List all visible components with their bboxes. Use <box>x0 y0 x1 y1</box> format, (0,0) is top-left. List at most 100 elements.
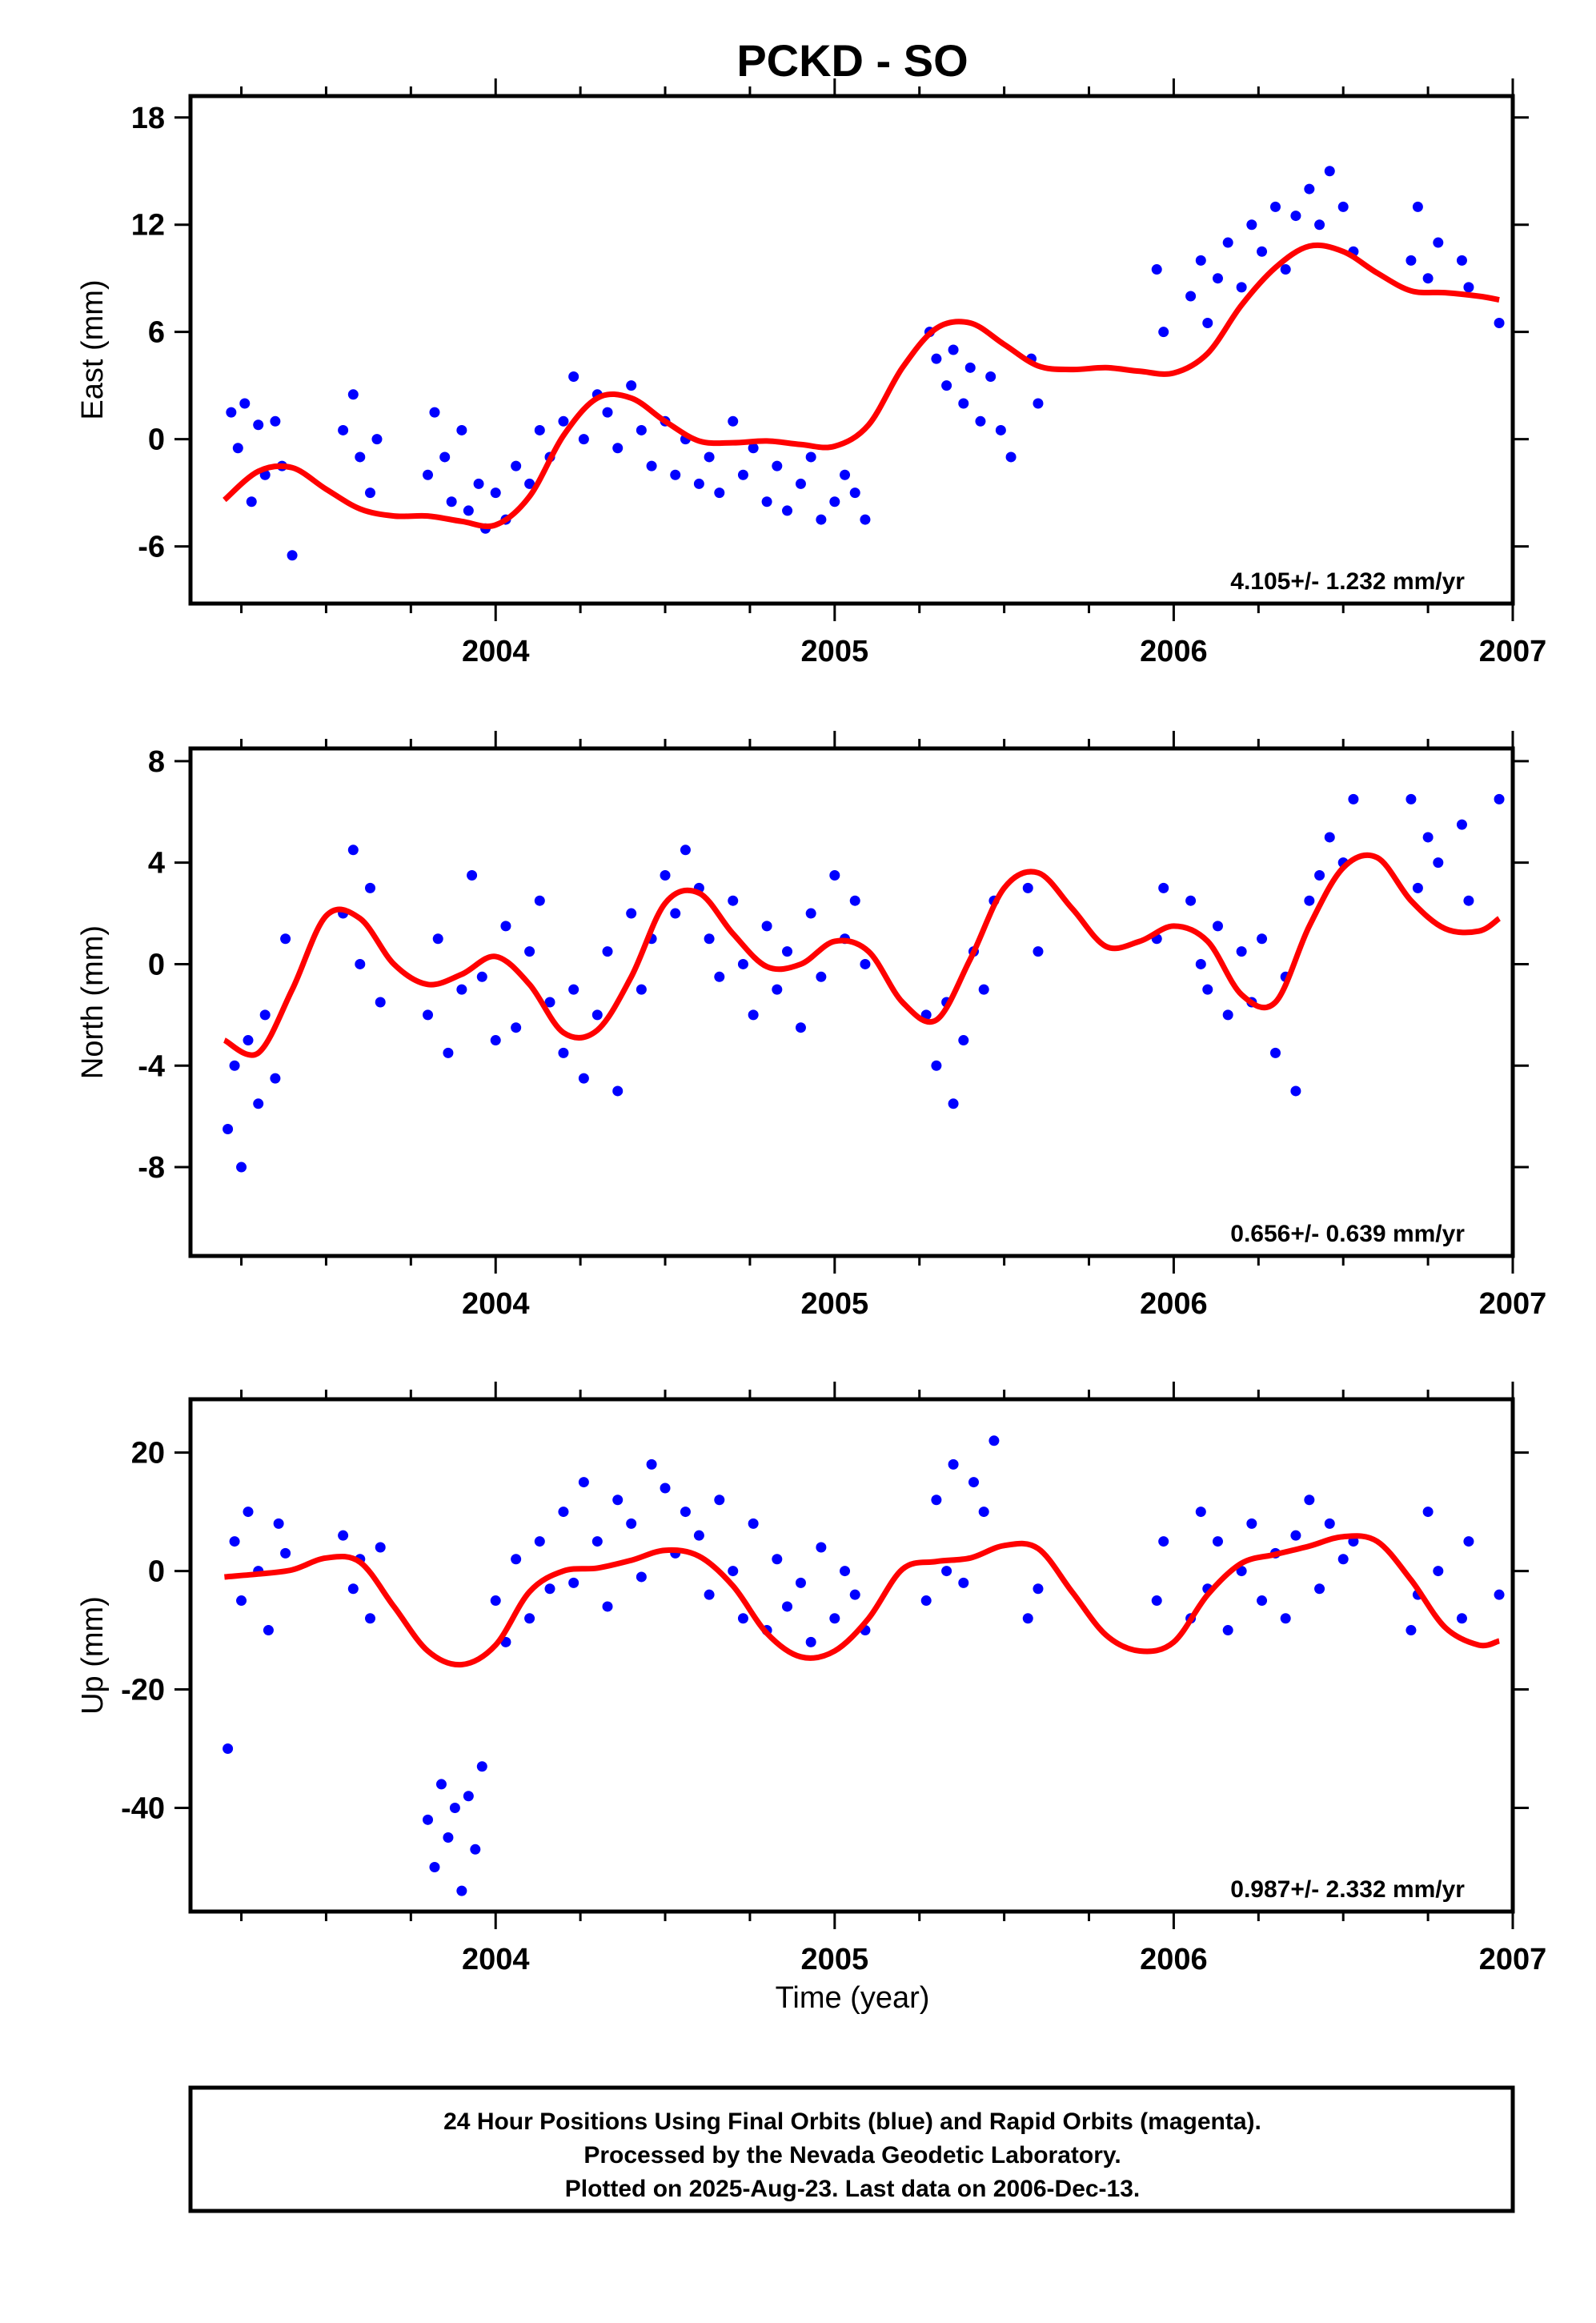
north-data-point <box>1314 870 1325 881</box>
up-y-tick-label: 0 <box>148 1555 165 1589</box>
up-data-point <box>534 1536 545 1547</box>
north-panel: 2004 2005 2006 2007 -8 -4 0 4 8 North (mm) 0.656+/… <box>76 731 1546 1321</box>
north-data-point <box>511 1022 522 1033</box>
up-data-point <box>1314 1583 1325 1595</box>
north-x-tick-label: 2005 <box>801 1287 869 1321</box>
east-data-point <box>795 478 806 489</box>
north-data-point <box>1456 819 1467 830</box>
up-data-point <box>511 1554 522 1565</box>
north-x-tick-label: 2007 <box>1479 1287 1547 1321</box>
east-data-point <box>365 487 376 499</box>
up-data-point <box>578 1477 589 1488</box>
north-data-point <box>1406 793 1417 804</box>
east-x-tick-label: 2005 <box>801 635 869 668</box>
east-x-tick-label: 2007 <box>1479 635 1547 668</box>
up-data-point <box>429 1862 440 1873</box>
up-data-point <box>849 1589 860 1600</box>
north-data-point <box>347 845 359 856</box>
north-data-point <box>1236 946 1247 957</box>
north-data-point <box>1304 895 1315 906</box>
north-data-point <box>243 1035 254 1046</box>
east-data-point <box>948 344 959 355</box>
east-data-point <box>1151 264 1162 275</box>
up-data-point <box>772 1554 783 1565</box>
east-x-tick-label: 2004 <box>462 635 530 668</box>
east-data-point <box>226 407 237 418</box>
east-data-point <box>602 407 613 418</box>
up-data-point <box>1151 1595 1162 1607</box>
up-data-point <box>612 1495 624 1506</box>
up-data-point <box>375 1542 386 1553</box>
up-data-point <box>524 1613 535 1624</box>
north-data-point <box>680 845 691 856</box>
up-data-point <box>748 1518 759 1529</box>
east-data-point <box>338 424 349 435</box>
north-data-point <box>270 1073 281 1084</box>
east-data-point <box>355 451 366 463</box>
up-data-point <box>1246 1518 1257 1529</box>
north-data-point <box>1269 1047 1281 1058</box>
north-data-point <box>524 946 535 957</box>
north-data-point <box>500 921 511 932</box>
up-data-point <box>1463 1536 1474 1547</box>
up-data-point <box>931 1495 942 1506</box>
up-data-point <box>795 1577 806 1588</box>
north-data-point <box>849 895 860 906</box>
up-data-point <box>223 1743 234 1755</box>
east-rate-label: 4.105+/- 1.232 mm/yr <box>1230 568 1465 595</box>
north-data-point <box>432 933 443 945</box>
north-data-point <box>1033 946 1044 957</box>
north-fit-curve <box>223 852 1502 1058</box>
east-data-point <box>568 371 579 382</box>
north-data-point <box>236 1162 247 1173</box>
north-data-point <box>1158 882 1169 893</box>
up-data-point <box>958 1577 969 1588</box>
east-data-point <box>1494 318 1505 329</box>
north-data-point <box>375 997 386 1008</box>
north-data-point <box>568 984 579 995</box>
east-fit-curve <box>223 242 1500 530</box>
east-data-point <box>1314 219 1325 231</box>
up-data-point <box>680 1507 691 1518</box>
up-fit-curve <box>224 1533 1501 1668</box>
up-y-axis-label: Up (mm) <box>76 1596 110 1715</box>
up-data-point <box>829 1613 840 1624</box>
up-data-point <box>626 1518 637 1529</box>
footer-line-1: 24 Hour Positions Using Final Orbits (bl… <box>443 2108 1261 2135</box>
up-data-point <box>243 1507 254 1518</box>
east-data-point <box>860 514 871 525</box>
north-data-point <box>1463 895 1474 906</box>
east-data-point <box>253 419 264 431</box>
up-data-point <box>660 1482 671 1494</box>
east-data-point <box>761 496 772 508</box>
up-y-tick-label: -20 <box>121 1674 165 1707</box>
up-data-point <box>435 1779 447 1790</box>
east-data-point <box>1212 273 1223 284</box>
east-data-point <box>646 460 657 471</box>
east-data-point <box>439 451 451 463</box>
east-data-point <box>670 469 681 480</box>
east-data-point <box>626 380 637 391</box>
up-data-point <box>365 1613 376 1624</box>
east-x-tick-label: 2006 <box>1140 635 1208 668</box>
east-data-point <box>1412 201 1423 212</box>
up-data-point <box>978 1507 989 1518</box>
east-y-tick-label: -6 <box>138 531 165 564</box>
up-x-tick-label: 2005 <box>801 1943 869 1976</box>
up-data-point <box>728 1566 739 1577</box>
east-data-point <box>1269 201 1281 212</box>
up-data-point <box>920 1595 932 1607</box>
east-data-point <box>1257 246 1268 257</box>
north-data-point <box>670 908 681 919</box>
up-data-point <box>1422 1507 1434 1518</box>
north-data-point <box>280 933 291 945</box>
north-data-point <box>660 870 671 881</box>
up-data-point <box>347 1583 359 1595</box>
up-plot-frame <box>188 1397 1515 1914</box>
north-y-tick-label: -8 <box>138 1151 165 1185</box>
up-data-point <box>456 1885 467 1896</box>
east-data-point <box>1456 255 1467 266</box>
east-y-tick-label: 6 <box>148 316 165 350</box>
east-data-point <box>463 505 474 516</box>
east-data-point <box>782 505 793 516</box>
